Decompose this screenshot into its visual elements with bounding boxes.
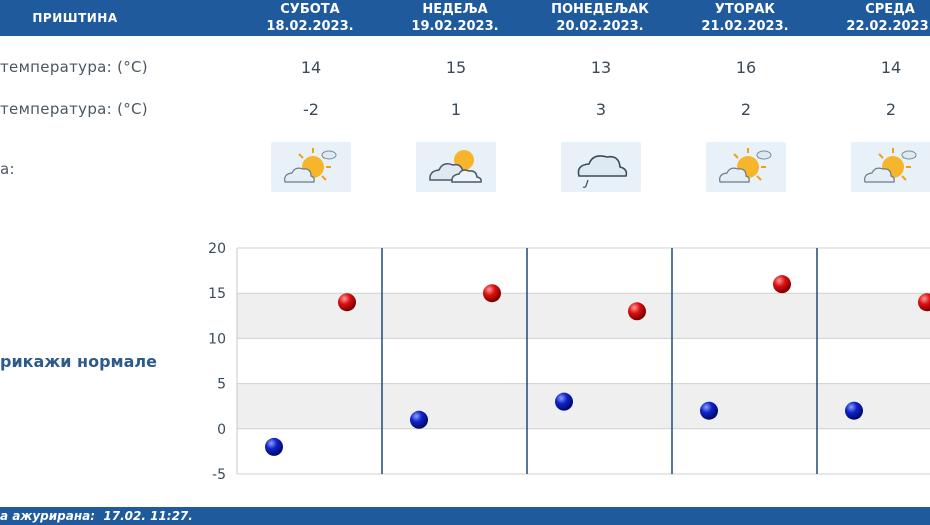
max-temp-point — [483, 284, 501, 303]
max-temp-value: 14 — [300, 58, 322, 77]
max-temp-value: 14 — [880, 58, 902, 77]
y-tick-label: 0 — [217, 422, 226, 438]
min-temp-point — [555, 392, 573, 411]
min-temp-value: 2 — [740, 100, 752, 119]
max-temp-point — [773, 275, 791, 294]
min-temp-label: температура: (°C) — [0, 100, 148, 118]
min-temp-point — [265, 437, 283, 456]
min-temp-value: 2 — [885, 100, 897, 119]
day-header-5: СРЕДА 22.02.2023. — [820, 0, 930, 36]
day-name: НЕДЕЉА — [422, 2, 488, 17]
max-temp-value: 16 — [735, 58, 757, 77]
min-temp-point — [700, 401, 718, 420]
update-label: а ажурирана: — [0, 509, 96, 523]
min-temp-point — [410, 410, 428, 429]
header-bar: ПРИШТИНА СУБОТА 18.02.2023. НЕДЕЉА 19.02… — [0, 0, 930, 36]
day-header-1: СУБОТА 18.02.2023. — [240, 0, 380, 36]
day-name: СРЕДА — [865, 2, 915, 17]
y-tick-label: 15 — [208, 286, 226, 302]
y-tick-label: 20 — [208, 241, 226, 257]
min-temp-value: 3 — [595, 100, 607, 119]
y-tick-label: 5 — [217, 377, 226, 393]
show-normals-link[interactable]: рикажи нормале — [0, 352, 157, 371]
max-temp-label: температура: (°C) — [0, 58, 148, 76]
temperature-chart: 20 15 10 5 0 -5 — [195, 238, 930, 488]
partly-sunny-icon — [706, 142, 786, 192]
day-date: 20.02.2023. — [556, 19, 644, 34]
day-date: 21.02.2023. — [701, 19, 789, 34]
day-date: 22.02.2023. — [846, 19, 930, 34]
day-header-2: НЕДЕЉА 19.02.2023. — [385, 0, 525, 36]
day-date: 18.02.2023. — [266, 19, 354, 34]
max-temp-point — [338, 293, 356, 312]
sun-cloud-icon — [416, 142, 496, 192]
max-temp-value: 15 — [445, 58, 467, 77]
station-name: ПРИШТИНА — [32, 11, 118, 25]
weather-label: а: — [0, 160, 15, 178]
y-tick-label: -5 — [212, 467, 226, 483]
day-name: СУБОТА — [280, 2, 340, 17]
max-temp-point — [628, 302, 646, 321]
footer-bar: а ажурирана: 17.02. 11:27. — [0, 507, 930, 525]
partly-sunny-icon — [851, 142, 930, 192]
day-header-4: УТОРАК 21.02.2023. — [675, 0, 815, 36]
y-tick-label: 10 — [208, 331, 226, 347]
day-name: ПОНЕДЕЉАК — [551, 2, 649, 17]
min-temp-value: 1 — [450, 100, 462, 119]
chart-canvas: 20 15 10 5 0 -5 — [208, 241, 930, 483]
grid-band — [237, 383, 930, 429]
day-header-3: ПОНЕДЕЉАК 20.02.2023. — [530, 0, 670, 36]
day-name: УТОРАК — [714, 2, 776, 17]
day-date: 19.02.2023. — [411, 19, 499, 34]
update-info: а ажурирана: 17.02. 11:27. — [0, 507, 193, 525]
max-temp-value: 13 — [590, 58, 612, 77]
min-temp-value: -2 — [303, 100, 319, 119]
update-time: 17.02. 11:27. — [103, 509, 193, 523]
rain-cloud-icon — [561, 142, 641, 192]
max-temp-point — [918, 293, 930, 312]
min-temp-point — [845, 401, 863, 420]
partly-sunny-icon — [271, 142, 351, 192]
